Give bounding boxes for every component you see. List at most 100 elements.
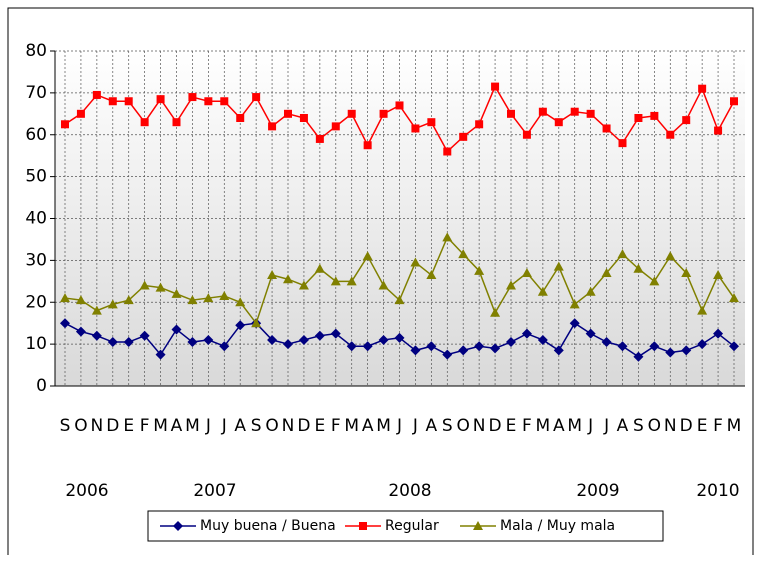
- x-tick-label: F: [140, 416, 150, 436]
- data-point: [187, 295, 198, 305]
- data-point: [92, 90, 101, 99]
- data-point: [537, 334, 548, 345]
- data-point: [91, 330, 102, 341]
- y-tick-label: 0: [36, 376, 47, 396]
- data-point: [284, 109, 292, 118]
- data-point: [378, 280, 389, 290]
- data-point: [649, 341, 660, 352]
- data-point: [236, 114, 245, 122]
- data-point: [139, 280, 150, 290]
- data-point: [235, 320, 246, 331]
- x-tick-label: S: [60, 416, 71, 436]
- data-point: [139, 330, 150, 341]
- data-point: [331, 122, 340, 131]
- x-tick-label: A: [426, 416, 438, 436]
- x-tick-label: D: [489, 416, 502, 436]
- data-point: [140, 118, 149, 127]
- data-point: [60, 318, 70, 329]
- legend-text: Muy buena / Buena: [200, 518, 336, 534]
- data-point: [585, 328, 596, 339]
- data-point: [682, 116, 691, 125]
- x-tick-label: A: [617, 416, 629, 436]
- data-point: [681, 345, 692, 356]
- y-tick-label: 20: [25, 292, 47, 312]
- data-point: [474, 265, 485, 275]
- x-tick-label: J: [221, 416, 227, 436]
- data-point: [665, 347, 676, 358]
- data-point: [204, 97, 213, 106]
- x-tick-label: M: [727, 416, 742, 436]
- data-point: [601, 337, 612, 348]
- data-point: [346, 276, 357, 286]
- data-point: [443, 147, 452, 156]
- data-point: [315, 134, 324, 143]
- data-point: [442, 232, 453, 242]
- x-tick-label: E: [506, 416, 517, 436]
- data-point: [586, 109, 595, 118]
- data-point: [442, 349, 453, 360]
- data-point: [60, 293, 70, 303]
- x-tick-label: E: [123, 416, 134, 436]
- data-point: [570, 107, 579, 116]
- x-tick-label: M: [185, 416, 200, 436]
- data-point: [681, 267, 692, 277]
- x-tick-label: A: [234, 416, 246, 436]
- data-point: [617, 341, 628, 352]
- data-point: [521, 267, 532, 277]
- data-point: [171, 288, 182, 298]
- x-tick-label: S: [633, 416, 644, 436]
- data-point: [394, 332, 405, 343]
- data-point: [411, 124, 420, 133]
- legend-text: Regular: [385, 518, 439, 534]
- data-point: [91, 305, 102, 315]
- x-tick-label: N: [90, 416, 103, 436]
- x-tick-label: O: [457, 416, 470, 436]
- data-point: [235, 297, 246, 307]
- data-point: [410, 345, 421, 356]
- data-point: [538, 107, 547, 116]
- data-point: [75, 295, 86, 305]
- x-tick-label: O: [648, 416, 661, 436]
- year-label: 2010: [696, 481, 739, 501]
- x-tick-label: J: [205, 416, 211, 436]
- x-tick-label: A: [171, 416, 183, 436]
- data-point: [188, 93, 197, 102]
- data-point: [219, 290, 230, 300]
- data-point: [633, 263, 644, 273]
- data-point: [410, 257, 421, 267]
- data-point: [299, 114, 308, 122]
- x-tick-label: F: [522, 416, 532, 436]
- data-point: [633, 351, 644, 362]
- data-point: [507, 109, 515, 118]
- x-tick-label: O: [74, 416, 87, 436]
- data-point: [729, 293, 739, 303]
- data-point: [395, 101, 404, 110]
- data-point: [76, 109, 85, 118]
- data-point: [330, 328, 341, 339]
- data-point: [203, 293, 214, 303]
- data-point: [426, 270, 437, 280]
- data-point: [602, 124, 611, 133]
- data-point: [585, 286, 596, 296]
- data-point: [617, 249, 628, 259]
- data-point: [268, 122, 277, 131]
- x-tick-label: F: [331, 416, 341, 436]
- data-point: [521, 328, 532, 339]
- y-tick-label: 10: [25, 334, 47, 354]
- data-point: [298, 334, 309, 345]
- data-point: [267, 270, 278, 280]
- data-point: [283, 274, 293, 284]
- data-point: [108, 97, 117, 106]
- data-point: [697, 305, 708, 315]
- x-tick-label: M: [376, 416, 391, 436]
- data-point: [107, 337, 118, 348]
- legend-marker: [473, 521, 483, 530]
- year-label: 2007: [193, 481, 236, 501]
- y-tick-label: 30: [25, 250, 47, 270]
- data-point: [251, 318, 262, 328]
- data-point: [61, 120, 69, 129]
- data-point: [124, 97, 133, 106]
- x-tick-label: D: [297, 416, 310, 436]
- x-tick-label: E: [314, 416, 325, 436]
- data-point: [171, 324, 182, 335]
